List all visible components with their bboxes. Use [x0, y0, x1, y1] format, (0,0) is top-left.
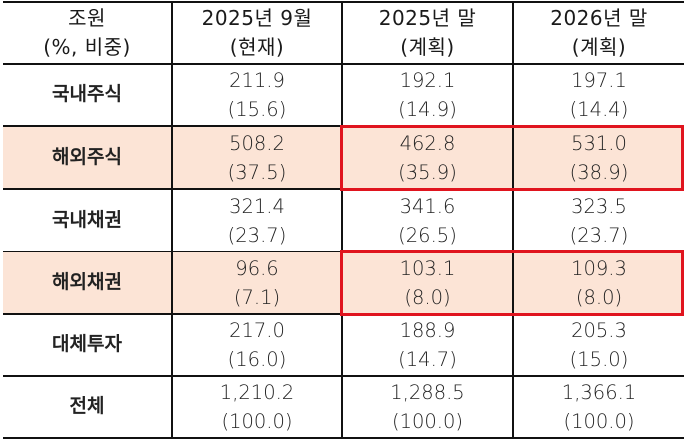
share-value: (14.4) [569, 97, 629, 121]
column-divider [171, 2, 173, 437]
value-cell: 205.3 (15.0) [514, 314, 684, 375]
value-cell: 462.8 (35.9) [343, 127, 512, 188]
share-value: (38.9) [569, 160, 629, 184]
share-value: (8.0) [575, 285, 623, 309]
amount-value: 217.0 [229, 318, 285, 342]
value-cell: 109.3 (8.0) [514, 252, 684, 313]
share-value: (37.5) [227, 160, 287, 184]
amount-value: 531.0 [571, 131, 627, 155]
table-row-overseas-bonds: 해외채권 96.6 (7.1) 103.1 (8.0) 109.3 (8.0) [3, 252, 684, 315]
share-value: (23.7) [569, 223, 629, 247]
header-col-2025-sep: 2025년 9월 (현재) [173, 2, 341, 63]
header-col-title: 2025년 9월 [201, 5, 313, 30]
row-label: 대체투자 [52, 333, 122, 355]
amount-value: 462.8 [399, 131, 456, 155]
share-value: (100.0) [563, 409, 635, 433]
share-value: (14.9) [398, 97, 457, 121]
table-header-row: 조원 (%, 비중) 2025년 9월 (현재) 2025년 말 (계획) 20… [3, 2, 684, 65]
row-label: 해외주식 [52, 146, 122, 168]
header-unit-line1: 조원 [68, 5, 106, 30]
share-value: (14.7) [398, 347, 457, 371]
table-row-overseas-equity: 해외주식 508.2 (37.5) 462.8 (35.9) 531.0 (38.9) [3, 127, 684, 190]
amount-value: 96.6 [235, 256, 279, 280]
value-cell: 1,288.5 (100.0) [343, 376, 512, 437]
value-cell: 192.1 (14.9) [343, 64, 512, 125]
row-label-cell: 해외주식 [3, 127, 171, 188]
header-col-title: 2026년 말 [550, 5, 648, 30]
header-unit-line2: (%, 비중) [43, 34, 131, 59]
share-value: (15.0) [569, 347, 629, 371]
header-col-2025-end: 2025년 말 (계획) [343, 2, 512, 63]
amount-value: 323.5 [571, 194, 627, 218]
column-divider [341, 2, 343, 437]
share-value: (8.0) [404, 285, 451, 309]
value-cell: 341.6 (26.5) [343, 190, 512, 251]
amount-value: 321.4 [229, 194, 285, 218]
row-label-cell: 해외채권 [3, 252, 171, 313]
table-top-rule [3, 1, 684, 3]
share-value: (16.0) [227, 347, 287, 371]
value-cell: 96.6 (7.1) [173, 252, 341, 313]
amount-value: 197.1 [571, 68, 627, 92]
amount-value: 109.3 [571, 256, 627, 280]
table-row-domestic-bonds: 국내채권 321.4 (23.7) 341.6 (26.5) 323.5 (23.7) [3, 190, 684, 253]
value-cell: 323.5 (23.7) [514, 190, 684, 251]
row-label-cell: 대체투자 [3, 314, 171, 375]
amount-value: 1,210.2 [219, 380, 295, 404]
share-value: (7.1) [233, 285, 281, 309]
value-cell: 508.2 (37.5) [173, 127, 341, 188]
value-cell: 211.9 (15.6) [173, 64, 341, 125]
amount-value: 211.9 [229, 68, 285, 92]
amount-value: 341.6 [399, 194, 456, 218]
header-col-subtitle: (계획) [571, 34, 627, 59]
header-col-subtitle: (계획) [400, 34, 455, 59]
amount-value: 188.9 [399, 318, 456, 342]
value-cell: 103.1 (8.0) [343, 252, 512, 313]
row-label: 해외채권 [52, 271, 122, 293]
row-label: 전체 [69, 395, 105, 417]
amount-value: 508.2 [229, 131, 285, 155]
row-label-cell: 국내채권 [3, 190, 171, 251]
amount-value: 1,366.1 [561, 380, 637, 404]
amount-value: 205.3 [571, 318, 627, 342]
amount-value: 192.1 [399, 68, 456, 92]
amount-value: 1,288.5 [390, 380, 465, 404]
share-value: (35.9) [398, 160, 457, 184]
row-label: 국내채권 [52, 209, 122, 231]
value-cell: 197.1 (14.4) [514, 64, 684, 125]
value-cell: 217.0 (16.0) [173, 314, 341, 375]
header-col-title: 2025년 말 [378, 5, 477, 30]
row-label-cell: 전체 [3, 376, 171, 437]
value-cell: 321.4 (23.7) [173, 190, 341, 251]
column-divider [512, 2, 514, 437]
share-value: (100.0) [391, 409, 464, 433]
header-col-2026-end: 2026년 말 (계획) [514, 2, 684, 63]
table-row-total: 전체 1,210.2 (100.0) 1,288.5 (100.0) 1,366.1… [3, 376, 684, 439]
value-cell: 531.0 (38.9) [514, 127, 684, 188]
row-label: 국내주식 [52, 83, 122, 105]
header-unit-cell: 조원 (%, 비중) [3, 2, 171, 63]
share-value: (15.6) [227, 97, 287, 121]
share-value: (23.7) [227, 223, 287, 247]
table-row-domestic-equity: 국내주식 211.9 (15.6) 192.1 (14.9) 197.1 (14.4) [3, 64, 684, 127]
value-cell: 1,366.1 (100.0) [514, 376, 684, 437]
value-cell: 1,210.2 (100.0) [173, 376, 341, 437]
row-label-cell: 국내주식 [3, 64, 171, 125]
table-row-alternatives: 대체투자 217.0 (16.0) 188.9 (14.7) 205.3 (15.0) [3, 314, 684, 377]
header-col-subtitle: (현재) [229, 34, 285, 59]
value-cell: 188.9 (14.7) [343, 314, 512, 375]
amount-value: 103.1 [399, 256, 456, 280]
share-value: (26.5) [398, 223, 457, 247]
share-value: (100.0) [221, 409, 293, 433]
